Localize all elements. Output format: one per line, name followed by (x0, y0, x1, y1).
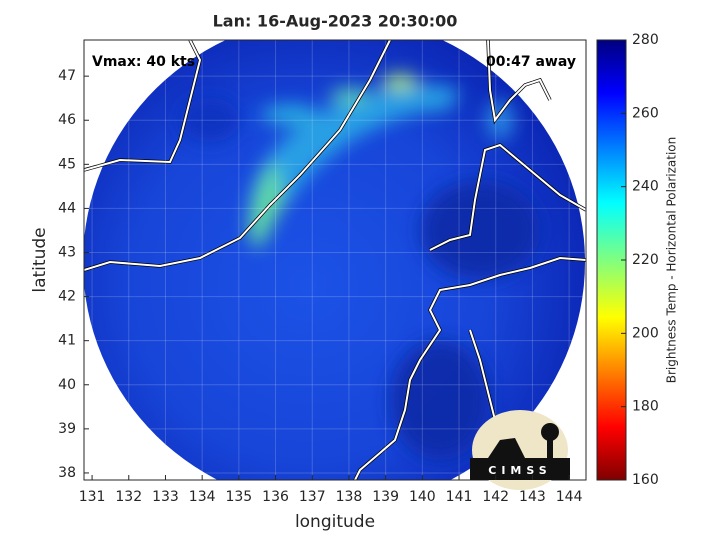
y-tick-label: 46 (58, 112, 76, 128)
colorbar-tick-label: 180 (632, 399, 659, 415)
x-tick-label: 143 (519, 489, 546, 505)
x-tick-label: 133 (152, 489, 179, 505)
x-tick-label: 144 (556, 489, 583, 505)
colorbar-label: Brightness Temp - Horizontal Polarizatio… (665, 137, 679, 384)
y-tick-label: 43 (58, 245, 76, 261)
x-tick-label: 141 (446, 489, 473, 505)
satellite-image (84, 40, 586, 480)
colorbar-tick-label: 160 (632, 472, 659, 488)
x-tick-label: 132 (115, 489, 142, 505)
logo-text: CIMSS (488, 464, 551, 477)
x-tick-label: 138 (336, 489, 363, 505)
vmax-label: Vmax: 40 kts (92, 54, 195, 70)
y-tick-label: 45 (58, 156, 76, 172)
y-tick-label: 40 (58, 377, 76, 393)
grid (84, 40, 586, 480)
x-tick-label: 142 (482, 489, 509, 505)
x-tick-label: 135 (225, 489, 252, 505)
y-tick-label: 44 (58, 200, 76, 216)
x-tick-label: 137 (299, 489, 326, 505)
x-tick-label: 136 (262, 489, 289, 505)
time-away-label: 00:47 away (486, 54, 576, 70)
colorbar-tick-label: 200 (632, 325, 659, 341)
cimss-logo: CIMSS (470, 410, 570, 490)
colorbar-tick-label: 280 (632, 32, 659, 48)
y-tick-label: 38 (58, 465, 76, 481)
chart-title: Lan: 16-Aug-2023 20:30:00 (213, 12, 458, 31)
colorbar-tick-label: 240 (632, 179, 659, 195)
colorbar-tick-label: 260 (632, 105, 659, 121)
y-tick-label: 42 (58, 289, 76, 305)
x-tick-label: 131 (79, 489, 106, 505)
x-tick-label: 140 (409, 489, 436, 505)
plot-frame (83, 39, 587, 481)
y-axis-label: latitude (30, 227, 50, 292)
colorbar-tick-label: 220 (632, 252, 659, 268)
x-tick-label: 134 (189, 489, 216, 505)
y-tick-label: 41 (58, 333, 76, 349)
x-tick-label: 139 (372, 489, 399, 505)
y-tick-label: 47 (58, 68, 76, 84)
x-axis-label: longitude (295, 512, 375, 532)
y-tick-label: 39 (58, 421, 76, 437)
